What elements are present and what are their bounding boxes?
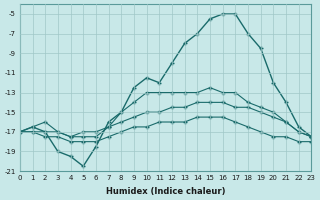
X-axis label: Humidex (Indice chaleur): Humidex (Indice chaleur) (106, 187, 225, 196)
